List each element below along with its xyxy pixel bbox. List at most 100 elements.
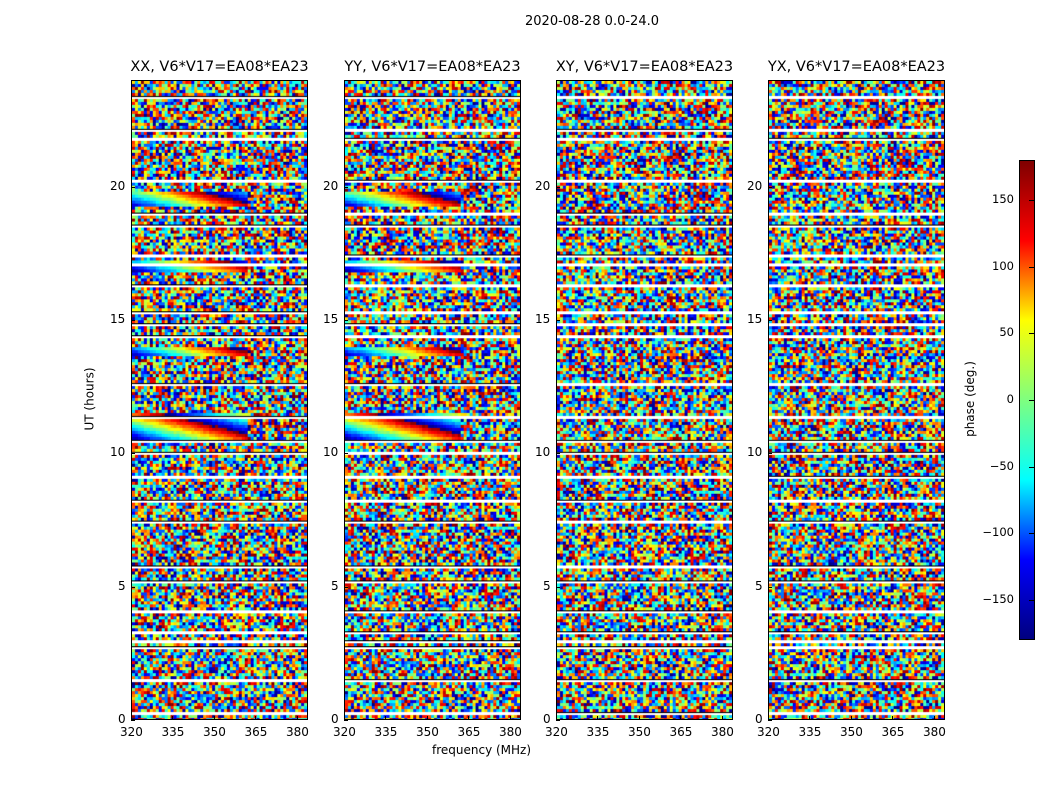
x-tick-mark (213, 716, 215, 720)
x-tick-label: 335 (586, 725, 610, 739)
panel-title: XY, V6*V17=EA08*EA23 (555, 59, 734, 75)
x-tick-mark (680, 716, 682, 720)
x-tick-mark (892, 716, 894, 720)
x-tick-mark (131, 716, 132, 720)
y-axis-label: UT (hours) (82, 367, 97, 431)
y-tick-mark (131, 453, 135, 455)
y-tick-label: 10 (323, 445, 339, 460)
colorbar-tick-label: −150 (982, 592, 1014, 606)
y-tick-label: 15 (535, 312, 551, 326)
x-tick-label: 365 (244, 725, 268, 739)
y-tick-mark (768, 586, 772, 588)
colorbar-tick-mark (1029, 400, 1034, 401)
x-tick-label: 320 (120, 725, 143, 739)
y-tick-mark (768, 720, 772, 721)
colorbar-tick-mark (1029, 200, 1034, 201)
x-tick-label: 380 (710, 725, 734, 739)
x-tick-label: 350 (415, 725, 439, 739)
colorbar-tick-mark (1029, 266, 1034, 268)
x-tick-mark (468, 716, 470, 720)
x-tick-mark (638, 716, 640, 720)
y-tick-label: 5 (543, 578, 551, 593)
heatmap-panel-xx (131, 80, 308, 720)
colorbar-tick-mark (1029, 600, 1034, 601)
y-tick-mark (131, 586, 135, 588)
y-tick-mark (344, 320, 348, 321)
heatmap-panel-xy (556, 80, 733, 720)
x-tick-mark (850, 716, 852, 720)
x-tick-label: 320 (545, 725, 568, 739)
x-tick-mark (255, 716, 257, 720)
colorbar-tick-label: 50 (999, 325, 1014, 340)
colorbar-label: phase (deg.) (962, 361, 977, 437)
y-tick-mark (768, 186, 772, 188)
colorbar-tick-mark (1029, 333, 1034, 335)
x-tick-mark (933, 716, 935, 720)
y-tick-mark (556, 186, 560, 188)
x-tick-label: 380 (922, 725, 946, 739)
x-tick-label: 350 (627, 725, 651, 739)
y-tick-label: 5 (755, 578, 763, 593)
x-tick-mark (597, 716, 599, 720)
heatmap-panel-yx (768, 80, 945, 720)
x-tick-label: 350 (839, 725, 863, 739)
colorbar-tick-label: 150 (992, 192, 1014, 206)
y-tick-label: 10 (110, 445, 126, 460)
x-tick-mark (426, 716, 428, 720)
panel-title: YY, V6*V17=EA08*EA23 (344, 59, 521, 75)
y-tick-mark (344, 720, 348, 721)
y-tick-mark (344, 186, 348, 188)
x-tick-label: 335 (374, 725, 398, 739)
y-tick-label: 5 (118, 578, 126, 593)
y-tick-mark (768, 320, 772, 321)
x-tick-label: 365 (669, 725, 693, 739)
x-tick-label: 350 (202, 725, 226, 739)
colorbar-tick-mark (1029, 466, 1034, 468)
y-tick-mark (556, 320, 560, 321)
x-tick-label: 365 (457, 725, 481, 739)
y-tick-label: 0 (755, 712, 763, 726)
colorbar-tick-label: −100 (982, 525, 1014, 540)
x-tick-mark (385, 716, 387, 720)
panel-title: XX, V6*V17=EA08*EA23 (130, 59, 309, 75)
y-tick-mark (556, 720, 560, 721)
y-tick-label: 20 (747, 178, 763, 193)
x-tick-label: 320 (757, 725, 780, 739)
y-tick-label: 10 (535, 445, 551, 460)
y-tick-mark (556, 453, 560, 455)
y-tick-mark (768, 453, 772, 455)
y-tick-label: 15 (323, 312, 339, 326)
colorbar (1019, 160, 1035, 640)
y-tick-mark (344, 586, 348, 588)
x-tick-label: 380 (498, 725, 522, 739)
y-tick-label: 20 (535, 178, 551, 193)
x-tick-label: 380 (285, 725, 309, 739)
y-tick-mark (131, 320, 135, 321)
colorbar-tick-label: 0 (1006, 392, 1014, 406)
x-tick-mark (768, 716, 769, 720)
x-axis-label: frequency (MHz) (432, 743, 532, 757)
colorbar-tick-mark (1029, 533, 1034, 535)
y-tick-label: 5 (331, 578, 339, 593)
x-tick-mark (556, 716, 557, 720)
y-tick-mark (344, 453, 348, 455)
x-tick-label: 335 (798, 725, 822, 739)
colorbar-tick-label: 100 (992, 258, 1014, 273)
y-tick-label: 20 (110, 178, 126, 193)
y-tick-label: 20 (323, 178, 339, 193)
y-tick-mark (556, 586, 560, 588)
x-tick-label: 335 (161, 725, 185, 739)
y-tick-label: 10 (747, 445, 763, 460)
y-tick-label: 0 (543, 712, 551, 726)
y-tick-label: 0 (118, 712, 126, 726)
colorbar-tick-label: −50 (989, 458, 1014, 473)
x-tick-label: 320 (333, 725, 356, 739)
x-tick-mark (344, 716, 345, 720)
heatmap-panel-yy (344, 80, 521, 720)
x-tick-mark (809, 716, 811, 720)
x-tick-mark (721, 716, 723, 720)
x-tick-mark (509, 716, 511, 720)
suptitle: 2020-08-28 0.0-24.0 (525, 14, 659, 29)
panel-title: YX, V6*V17=EA08*EA23 (767, 59, 946, 75)
